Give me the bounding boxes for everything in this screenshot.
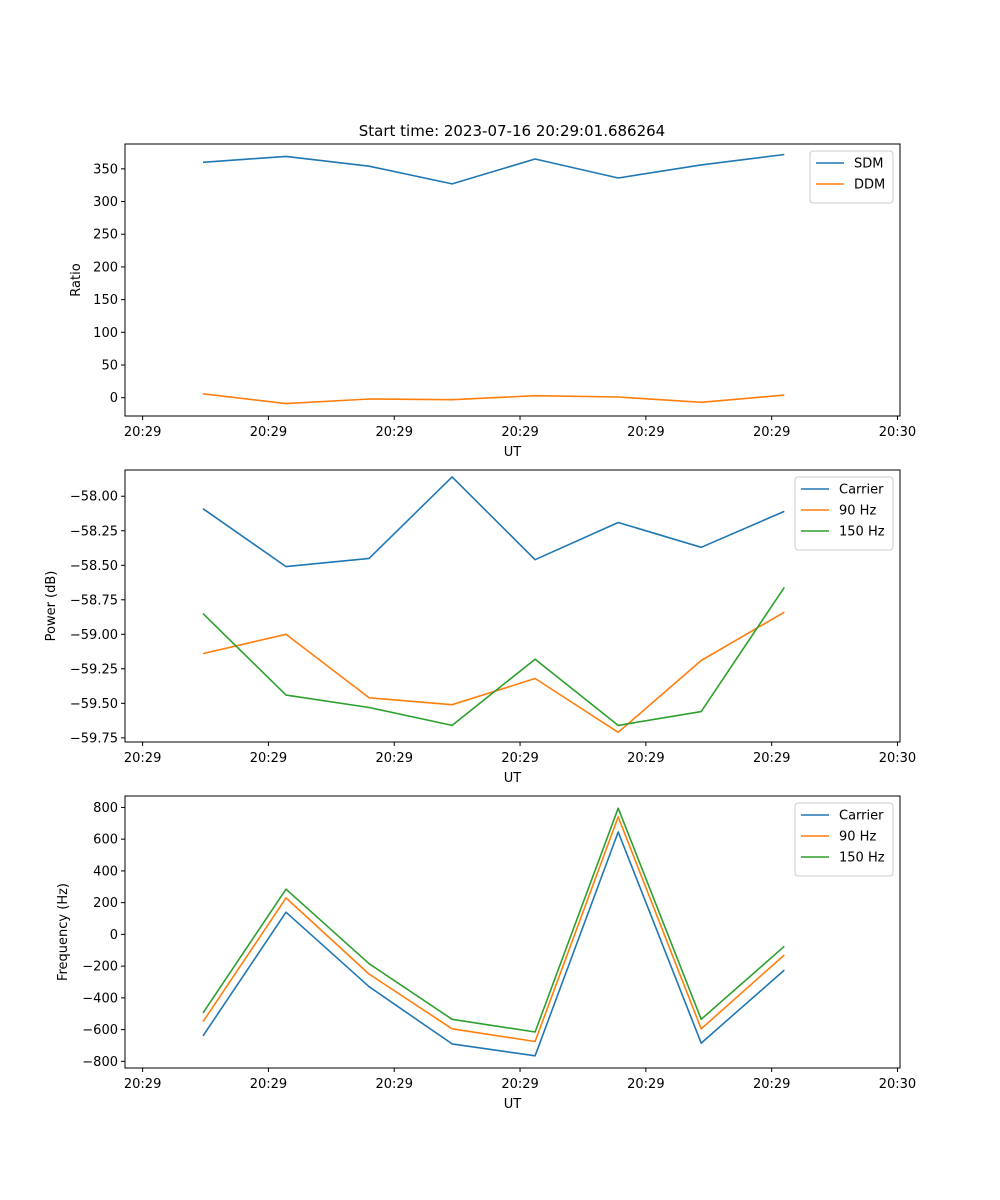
x-tick-label: 20:29 <box>627 751 664 766</box>
y-axis-label: Power (dB) <box>44 571 59 642</box>
y-tick-label: −200 <box>82 960 118 975</box>
y-tick-label: −59.75 <box>70 731 118 746</box>
y-tick-label: −58.00 <box>70 490 118 505</box>
y-tick-label: 600 <box>93 833 118 848</box>
x-tick-label: 20:29 <box>250 1077 287 1092</box>
y-tick-label: 800 <box>93 801 118 816</box>
x-tick-label: 20:30 <box>879 1077 916 1092</box>
legend-label: Carrier <box>839 483 884 498</box>
x-axis-label: UT <box>504 1097 522 1112</box>
x-tick-label: 20:30 <box>879 751 916 766</box>
y-axis-label: Ratio <box>69 263 84 296</box>
legend: Carrier 90 Hz 150 Hz <box>794 476 894 551</box>
legend-box <box>809 150 894 204</box>
x-tick-label: 20:29 <box>627 425 664 440</box>
figure-title: Start time: 2023-07-16 20:29:01.686264 <box>359 122 665 140</box>
x-tick-label: 20:29 <box>250 751 287 766</box>
legend-label: 90 Hz <box>839 830 876 845</box>
subplot-3: 20:29 20:29 20:29 20:29 20:29 20:29 20:30 −800 −… <box>56 795 916 1112</box>
axes-frame <box>124 469 901 743</box>
y-tick-label: 200 <box>93 896 118 911</box>
y-tick-label: 200 <box>93 260 118 275</box>
y-tick-label: 400 <box>93 864 118 879</box>
series-line-carrier <box>202 476 785 568</box>
series-line-sdm <box>202 153 785 185</box>
y-tick-label: 0 <box>110 391 118 406</box>
x-axis-label: UT <box>504 771 522 786</box>
series-line-carrier <box>202 831 785 1057</box>
y-tick-label: −400 <box>82 991 118 1006</box>
x-tick-label: 20:29 <box>627 1077 664 1092</box>
axes-frame <box>124 143 901 417</box>
y-tick-label: −58.75 <box>70 593 118 608</box>
y-tick-label: 150 <box>93 293 118 308</box>
legend: Carrier 90 Hz 150 Hz <box>794 802 894 877</box>
x-axis-label: UT <box>504 445 522 460</box>
x-tick-label: 20:29 <box>501 1077 538 1092</box>
x-tick-label: 20:29 <box>501 425 538 440</box>
x-tick-label: 20:29 <box>124 1077 161 1092</box>
legend: SDM DDM <box>809 150 894 204</box>
legend-label: Carrier <box>839 809 884 824</box>
y-tick-label: 300 <box>93 195 118 210</box>
y-tick-label: 50 <box>101 359 118 374</box>
y-tick-label: −59.00 <box>70 628 118 643</box>
x-tick-label: 20:29 <box>376 1077 413 1092</box>
legend-label: 90 Hz <box>839 504 876 519</box>
x-tick-label: 20:29 <box>124 751 161 766</box>
series-line-90-hz <box>202 816 785 1043</box>
y-tick-label: −58.25 <box>70 524 118 539</box>
y-tick-label: 0 <box>110 928 118 943</box>
x-tick-label: 20:29 <box>753 751 790 766</box>
x-tick-label: 20:29 <box>124 425 161 440</box>
y-tick-label: 250 <box>93 228 118 243</box>
x-tick-label: 20:29 <box>501 751 538 766</box>
series-line-150-hz <box>202 586 785 727</box>
subplot-1: 20:29 20:29 20:29 20:29 20:29 20:29 20:30 0 50 10… <box>69 143 916 460</box>
legend-label: 150 Hz <box>839 525 885 540</box>
y-tick-label: −600 <box>82 1023 118 1038</box>
legend-label: SDM <box>854 157 883 172</box>
y-tick-label: −59.25 <box>70 662 118 677</box>
x-tick-label: 20:29 <box>376 425 413 440</box>
y-tick-label: 350 <box>93 162 118 177</box>
legend-label: DDM <box>854 178 885 193</box>
x-tick-label: 20:30 <box>879 425 916 440</box>
y-tick-label: −59.50 <box>70 697 118 712</box>
x-tick-label: 20:29 <box>753 425 790 440</box>
series-line-150-hz <box>202 807 785 1033</box>
legend-label: 150 Hz <box>839 851 885 866</box>
y-tick-label: −58.50 <box>70 559 118 574</box>
x-tick-label: 20:29 <box>250 425 287 440</box>
y-axis-label: Frequency (Hz) <box>56 883 71 981</box>
y-tick-label: 100 <box>93 326 118 341</box>
x-tick-label: 20:29 <box>376 751 413 766</box>
subplot-2: 20:29 20:29 20:29 20:29 20:29 20:29 20:30 −58.0… <box>44 469 916 786</box>
axes-frame <box>124 795 901 1069</box>
series-line-ddm <box>202 393 785 405</box>
series-line-90-hz <box>202 611 785 734</box>
y-tick-label: −800 <box>82 1055 118 1070</box>
x-tick-label: 20:29 <box>753 1077 790 1092</box>
